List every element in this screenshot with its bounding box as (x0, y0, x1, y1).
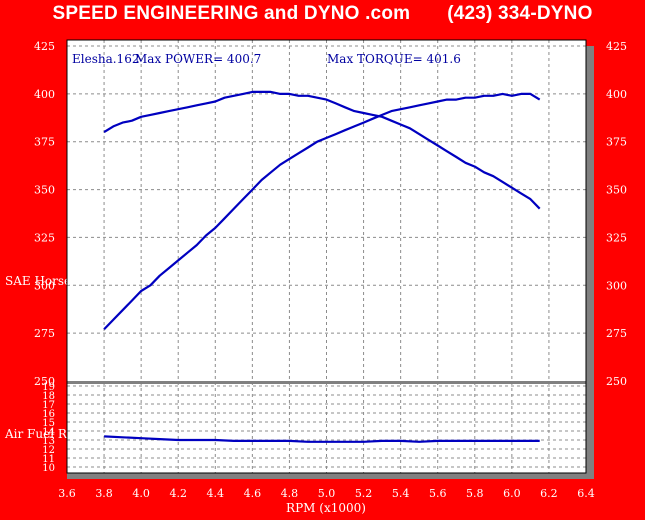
af-tick-label: 18 (42, 391, 55, 402)
x-tick-label: 5.2 (355, 487, 373, 500)
af-tick-label: 12 (42, 445, 55, 456)
torque-curve-line (103, 90, 541, 210)
af-tick-label: 13 (42, 436, 55, 447)
max-torque-label: Max TORQUE= 401.6 (327, 52, 461, 66)
y-tick-label-right: 275 (606, 327, 627, 340)
y-axis-label-power: SAE Horse (5, 274, 71, 288)
y-tick-label-left: 350 (34, 184, 55, 197)
af-tick-label: 15 (42, 418, 55, 429)
header-phone: (423) 334-DYNO (447, 3, 593, 24)
x-tick-label: 4.8 (281, 487, 299, 500)
x-tick-label: 6.2 (540, 487, 558, 500)
x-axis-label: RPM (x1000) (286, 501, 366, 515)
x-tick-label: 5.4 (392, 487, 410, 500)
af-tick-label: 10 (42, 463, 55, 474)
y-tick-label-left: 250 (34, 375, 55, 388)
af-tick-label: 16 (42, 409, 55, 420)
x-tick-label: 4.2 (169, 487, 187, 500)
air-fuel-line (104, 435, 540, 443)
y-tick-label-left: 325 (34, 231, 55, 244)
plot-border (66, 39, 587, 474)
y-tick-label-left: 375 (34, 136, 55, 149)
y-tick-label-right: 250 (606, 375, 627, 388)
x-tick-label: 6.0 (503, 487, 521, 500)
y-axis-label-airfuel: Air Fuel Ra (4, 427, 74, 441)
y-tick-label-right: 350 (606, 184, 627, 197)
plot-shadow-right (586, 46, 594, 479)
y-tick-label-right: 400 (606, 88, 627, 101)
page-header: SPEED ENGINEERING and DYNO .com (423) 33… (0, 3, 645, 25)
header-title: SPEED ENGINEERING and DYNO .com (52, 3, 411, 24)
y-tick-label-right: 375 (606, 136, 627, 149)
x-tick-label: 3.8 (95, 487, 113, 500)
y-tick-label-right: 325 (606, 231, 627, 244)
x-tick-label: 6.4 (577, 487, 595, 500)
x-tick-label: 5.8 (466, 487, 484, 500)
af-tick-label: 19 (42, 382, 55, 393)
y-tick-label-left: 300 (34, 279, 55, 292)
x-tick-label: 3.6 (58, 487, 76, 500)
max-power-label: Max POWER= 400.7 (135, 52, 261, 66)
x-tick-label: 4.0 (132, 487, 150, 500)
x-tick-label: 4.6 (244, 487, 262, 500)
x-tick-label: 5.6 (429, 487, 447, 500)
y-tick-label-right: 300 (606, 279, 627, 292)
af-tick-label: 14 (42, 427, 55, 438)
x-tick-label: 5.0 (318, 487, 336, 500)
y-tick-label-left: 425 (34, 40, 55, 53)
plot-shadow-bottom (67, 473, 594, 479)
y-tick-label-right: 425 (606, 40, 627, 53)
x-tick-label: 4.4 (207, 487, 225, 500)
af-tick-label: 11 (42, 454, 55, 465)
run-name-label: Elesha.162 (72, 52, 139, 66)
y-tick-label-left: 400 (34, 88, 55, 101)
power-curve-line (103, 92, 541, 331)
y-tick-label-left: 275 (34, 327, 55, 340)
panel-separator (67, 381, 586, 384)
af-tick-label: 17 (42, 400, 55, 411)
